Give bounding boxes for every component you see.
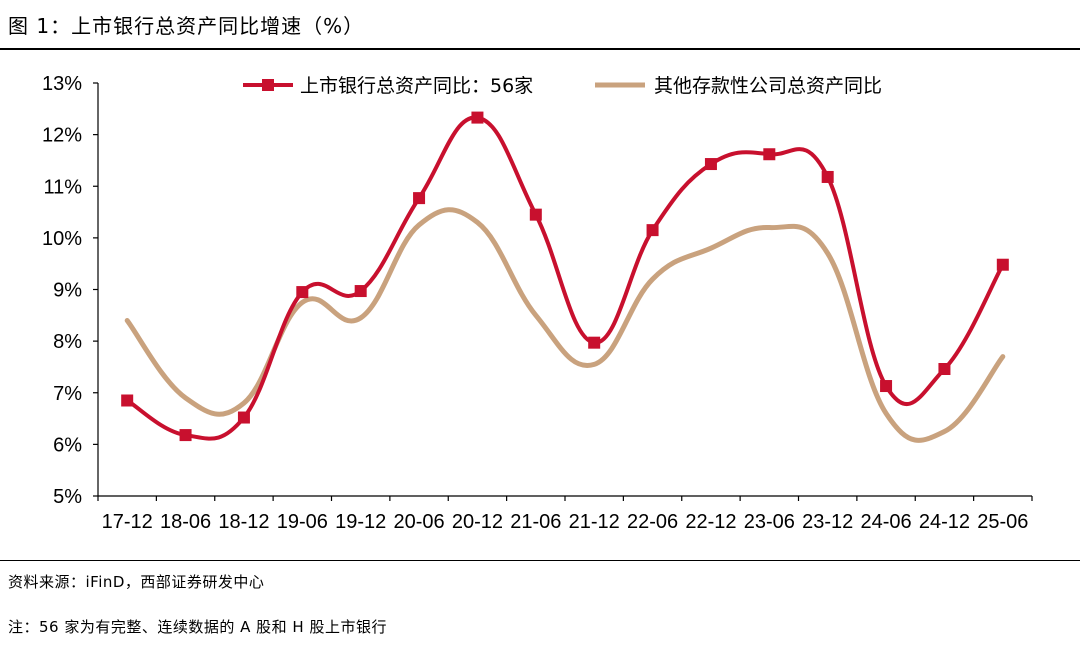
chart-axes: 5% 6% 7% 8% 9% 10% 11% 12% 13% 17-12 18-06 18-12 19-…	[42, 73, 1033, 533]
x-tick-label: 23-12	[802, 511, 853, 533]
series-point-bank	[121, 394, 134, 407]
series-point-bank	[704, 158, 717, 171]
y-tick-label: 7%	[53, 383, 82, 405]
title-rule	[0, 48, 1080, 50]
series-point-bank	[237, 411, 250, 424]
series-point-bank	[296, 286, 309, 299]
line-chart: 5% 6% 7% 8% 9% 10% 11% 12% 13% 17-12 18-06 18-12 19-…	[42, 73, 1033, 533]
source-note: 资料来源：iFinD，西部证券研发中心	[8, 573, 265, 591]
x-tick-label: 18-12	[218, 511, 269, 533]
x-tick-label: 17-12	[102, 511, 153, 533]
y-tick-label: 6%	[53, 434, 82, 456]
series-point-bank	[821, 170, 834, 183]
series-line-bank	[125, 115, 1005, 441]
y-tick-label: 5%	[53, 486, 82, 508]
series-line-other	[124, 207, 1006, 443]
series-point-bank	[413, 192, 426, 205]
x-tick-label: 22-06	[627, 511, 678, 533]
legend-label-other: 其他存款性公司总资产同比	[654, 75, 882, 97]
y-tick-label: 13%	[42, 73, 82, 95]
x-tick-label: 25-06	[977, 511, 1028, 533]
y-tick-label: 11%	[43, 176, 82, 198]
x-tick-label: 23-06	[744, 511, 795, 533]
x-tick-label: 24-12	[919, 511, 970, 533]
series-point-bank	[588, 336, 601, 349]
footer-rule	[0, 560, 1080, 561]
series-point-bank	[354, 285, 367, 298]
series-point-bank	[529, 208, 542, 221]
series-point-bank	[471, 111, 484, 124]
x-tick-label: 22-12	[685, 511, 736, 533]
x-tick-label: 19-06	[277, 511, 328, 533]
legend-marker-bank	[262, 79, 274, 91]
x-tick-label: 18-06	[160, 511, 211, 533]
x-tick-label: 24-06	[860, 511, 911, 533]
x-tick-label: 21-06	[510, 511, 561, 533]
footnote: 注：56 家为有完整、连续数据的 A 股和 H 股上市银行	[8, 618, 387, 636]
chart-legend: 上市银行总资产同比：56家 其他存款性公司总资产同比	[243, 75, 882, 97]
series-point-bank	[880, 380, 893, 393]
x-tick-label: 20-06	[393, 511, 444, 533]
figure-title: 图 1：上市银行总资产同比增速（%）	[8, 14, 365, 38]
series-point-bank	[938, 363, 951, 376]
y-tick-label: 9%	[53, 280, 82, 302]
y-tick-label: 10%	[42, 228, 82, 250]
chart-series	[121, 111, 1009, 443]
series-point-bank	[996, 258, 1009, 271]
series-point-bank	[179, 429, 192, 442]
y-tick-label: 8%	[53, 331, 82, 353]
y-tick-label: 12%	[42, 125, 82, 147]
series-point-bank	[763, 148, 776, 161]
legend-label-bank: 上市银行总资产同比：56家	[300, 75, 533, 97]
series-point-bank	[646, 224, 659, 237]
x-tick-label: 19-12	[335, 511, 386, 533]
x-tick-label: 20-12	[452, 511, 503, 533]
x-tick-label: 21-12	[569, 511, 620, 533]
